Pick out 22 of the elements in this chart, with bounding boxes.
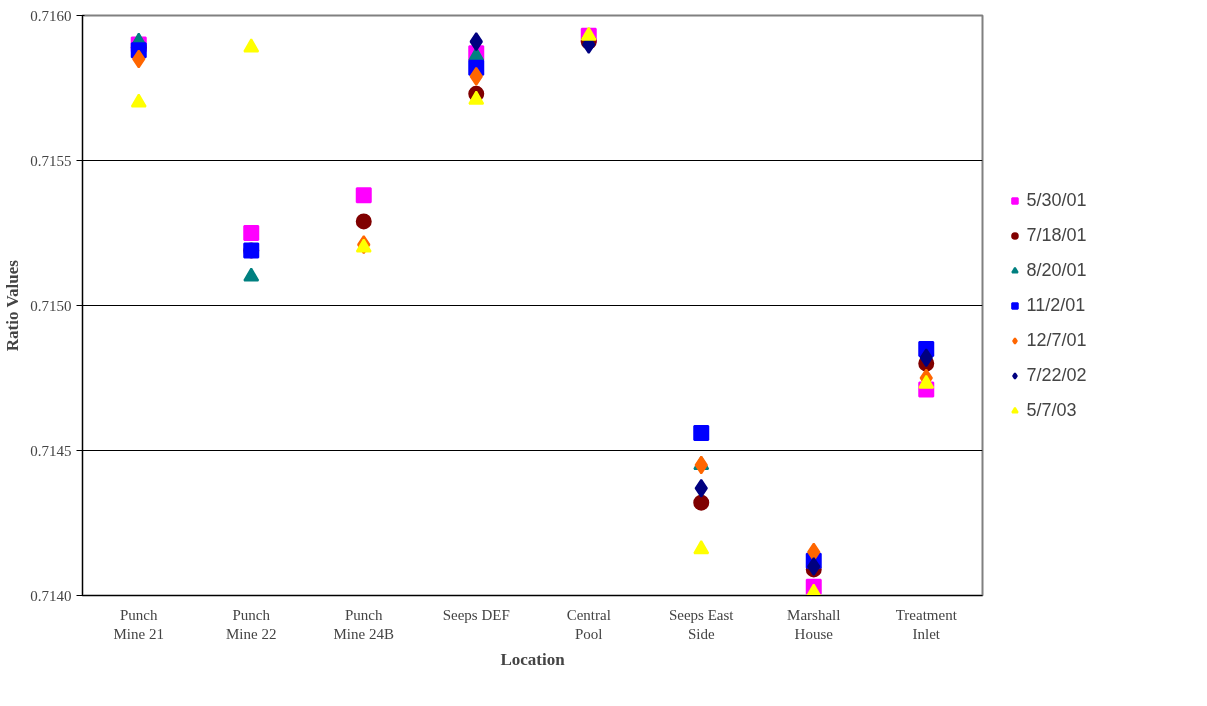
x-tick-label: Punch Mine 22 [226, 606, 277, 642]
legend-label: 12/7/01 [1026, 329, 1087, 351]
legend-label: 7/22/02 [1026, 364, 1087, 386]
x-tick-label: Treatment Inlet [895, 606, 958, 642]
y-tick-label: 0.7140 [30, 587, 72, 604]
x-tick-label: Seeps East Side [668, 606, 735, 642]
y-axis-title: Ratio Values [3, 259, 23, 352]
legend-label: 11/2/01 [1026, 294, 1086, 316]
y-tick-label: 0.7155 [30, 152, 72, 169]
legend-label: 5/7/03 [1026, 399, 1077, 421]
y-tick-label: 0.7160 [30, 7, 72, 24]
x-tick-label: Marshall House [787, 606, 841, 642]
x-tick-label: Punch Mine 24B [333, 606, 394, 642]
legend-label: 8/20/01 [1026, 259, 1087, 281]
x-tick-label: Central Pool [566, 606, 611, 642]
x-axis-title: Location [500, 649, 566, 669]
x-tick-label: Punch Mine 21 [113, 606, 164, 642]
x-tick-label: Seeps DEF [442, 606, 510, 623]
legend-label: 5/30/01 [1026, 189, 1087, 211]
y-tick-label: 0.7150 [30, 297, 72, 314]
y-tick-label: 0.7145 [30, 442, 72, 459]
legend-label: 7/18/01 [1026, 224, 1087, 246]
